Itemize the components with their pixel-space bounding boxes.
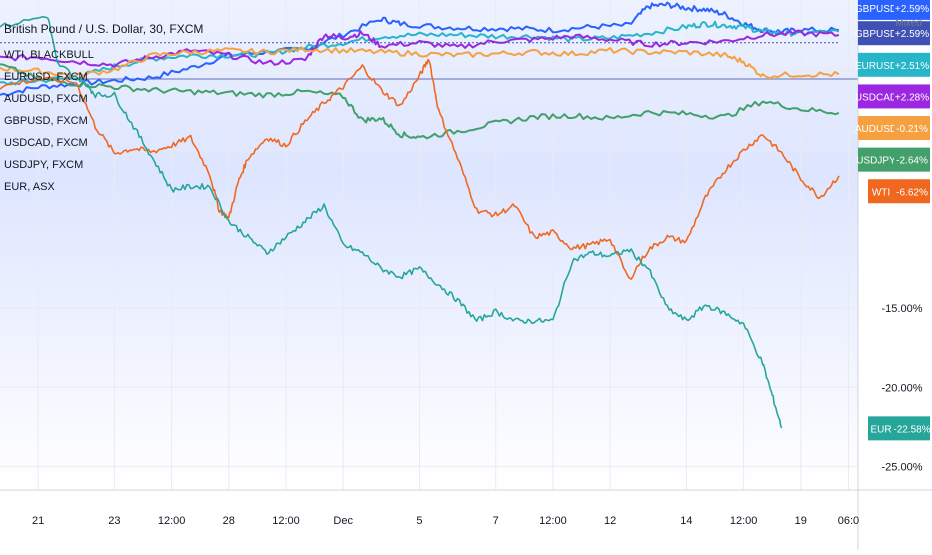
x-tick-label: 12:00 [730, 515, 758, 527]
badge-value: +2.59% [895, 29, 929, 40]
badge-label-bg [858, 84, 894, 109]
series-line-usdjpy [0, 63, 840, 140]
x-tick-label: 7 [493, 515, 499, 527]
y-tick-label: -25.00% [882, 461, 923, 473]
badge-value-bg [894, 116, 930, 141]
x-tick-label: 5 [416, 515, 422, 527]
y-tick-label: -20.00% [882, 382, 923, 394]
legend-item[interactable]: AUDUSD, FXCM [4, 93, 88, 105]
legend-item[interactable]: EUR, ASX [4, 181, 55, 193]
series-layer [0, 1, 858, 429]
series-line-eurusd [0, 20, 840, 86]
x-tick-label: 12:00 [272, 515, 300, 527]
badge-value: -0.21% [896, 124, 928, 135]
x-tick-label: 12:00 [539, 515, 567, 527]
x-tick-label: 12 [604, 515, 616, 527]
badge-value-bg [894, 0, 930, 20]
badge-label: USDJPY [856, 156, 896, 167]
x-tick-label: 28 [223, 515, 235, 527]
badge-label-bg [868, 416, 894, 441]
x-tick-label: 21 [32, 515, 44, 527]
badge-label-bg [858, 21, 894, 46]
badge-value: +2.59% [895, 4, 929, 15]
badge-value-bg [894, 52, 930, 77]
grid [0, 0, 858, 490]
legend: British Pound / U.S. Dollar, 30, FXCM WT… [4, 22, 203, 198]
badge-value: -6.62% [896, 187, 928, 198]
badge-label: WTI [872, 187, 890, 198]
legend-item[interactable]: USDJPY, FXCM [4, 159, 84, 171]
badge-label-bg [858, 116, 894, 141]
series-line-eur [0, 15, 783, 429]
badge-value-bg [894, 84, 930, 109]
legend-item[interactable]: USDCAD, FXCM [4, 137, 88, 149]
x-tick-label: 23 [108, 515, 120, 527]
badge-label: USDCAD [855, 92, 897, 103]
plot-background [0, 0, 858, 490]
badge-label: GBPUSD [855, 29, 897, 40]
x-tick-label: Dec [333, 515, 353, 527]
badge-value-bg [894, 179, 930, 204]
badge-label-bg [858, 147, 894, 172]
badge-label: EURUSD [855, 61, 897, 72]
x-tick-label: 12:00 [158, 515, 186, 527]
badge-label-bg [868, 179, 894, 204]
badge-value: +2.51% [895, 61, 929, 72]
legend-item[interactable]: WTI, BLACKBULL [4, 49, 94, 61]
scale-mode-label[interactable]: Mixed [895, 18, 922, 29]
legend-item[interactable]: GBPUSD, FXCM [4, 115, 88, 127]
x-tick-label: 19 [795, 515, 807, 527]
badge-label-bg [858, 52, 894, 77]
badge-value: -22.58% [893, 424, 930, 435]
badge-label: AUDUSD [855, 124, 897, 135]
y-tick-label: -15.00% [882, 303, 923, 315]
series-line-gbpusd [0, 1, 840, 97]
x-tick-label: 06:0 [838, 515, 859, 527]
series-line-usdcad [0, 29, 840, 69]
series-line-audusd [0, 46, 840, 80]
badge-label-bg [858, 0, 894, 20]
badge-layer: GBPUSD+2.59%GBPUSD+2.59%EURUSD+2.51%USDC… [855, 0, 931, 441]
x-tick-label: 14 [680, 515, 692, 527]
badge-label: EUR [870, 424, 891, 435]
chart-title[interactable]: British Pound / U.S. Dollar, 30, FXCM [4, 22, 204, 36]
badge-label: GBPUSD [855, 4, 897, 15]
badge-value-bg [894, 416, 930, 441]
badge-value-bg [894, 21, 930, 46]
badge-value: +2.28% [895, 92, 929, 103]
badge-value: -2.64% [896, 156, 928, 167]
series-line-wti [0, 58, 840, 280]
legend-item[interactable]: EURUSD, FXCM [4, 71, 88, 83]
badge-value-bg [894, 147, 930, 172]
